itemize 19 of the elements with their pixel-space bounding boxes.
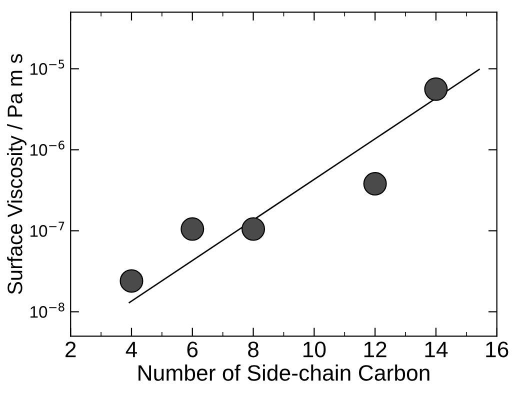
y-tick-label: 10$^{−6}$: [30, 140, 64, 156]
x-tick-label: 8: [248, 342, 258, 358]
x-tick-label: 14: [425, 342, 448, 358]
point: [180, 217, 204, 241]
point: [363, 172, 387, 196]
y-tick-label: 10$^{−7}$: [30, 222, 64, 237]
x-axis-title: Number of Side-chain Carbon: [138, 364, 430, 381]
x-tick-label: 4: [126, 342, 138, 358]
x-tick-label: 6: [187, 342, 198, 358]
y-tick-label: 10$^{−8}$: [30, 302, 64, 318]
x-tick-label: 2: [66, 342, 76, 358]
y-axis-title: Surface Viscosity / Pa m s: [7, 54, 26, 294]
x-tick-label: 16: [486, 342, 508, 358]
point: [242, 217, 266, 241]
x-tick-label: 10: [304, 342, 326, 358]
point: [120, 269, 144, 293]
x-tick-label: 12: [364, 342, 386, 358]
y-tick-label: 10$^{−5}$: [30, 60, 64, 75]
point: [424, 77, 448, 101]
